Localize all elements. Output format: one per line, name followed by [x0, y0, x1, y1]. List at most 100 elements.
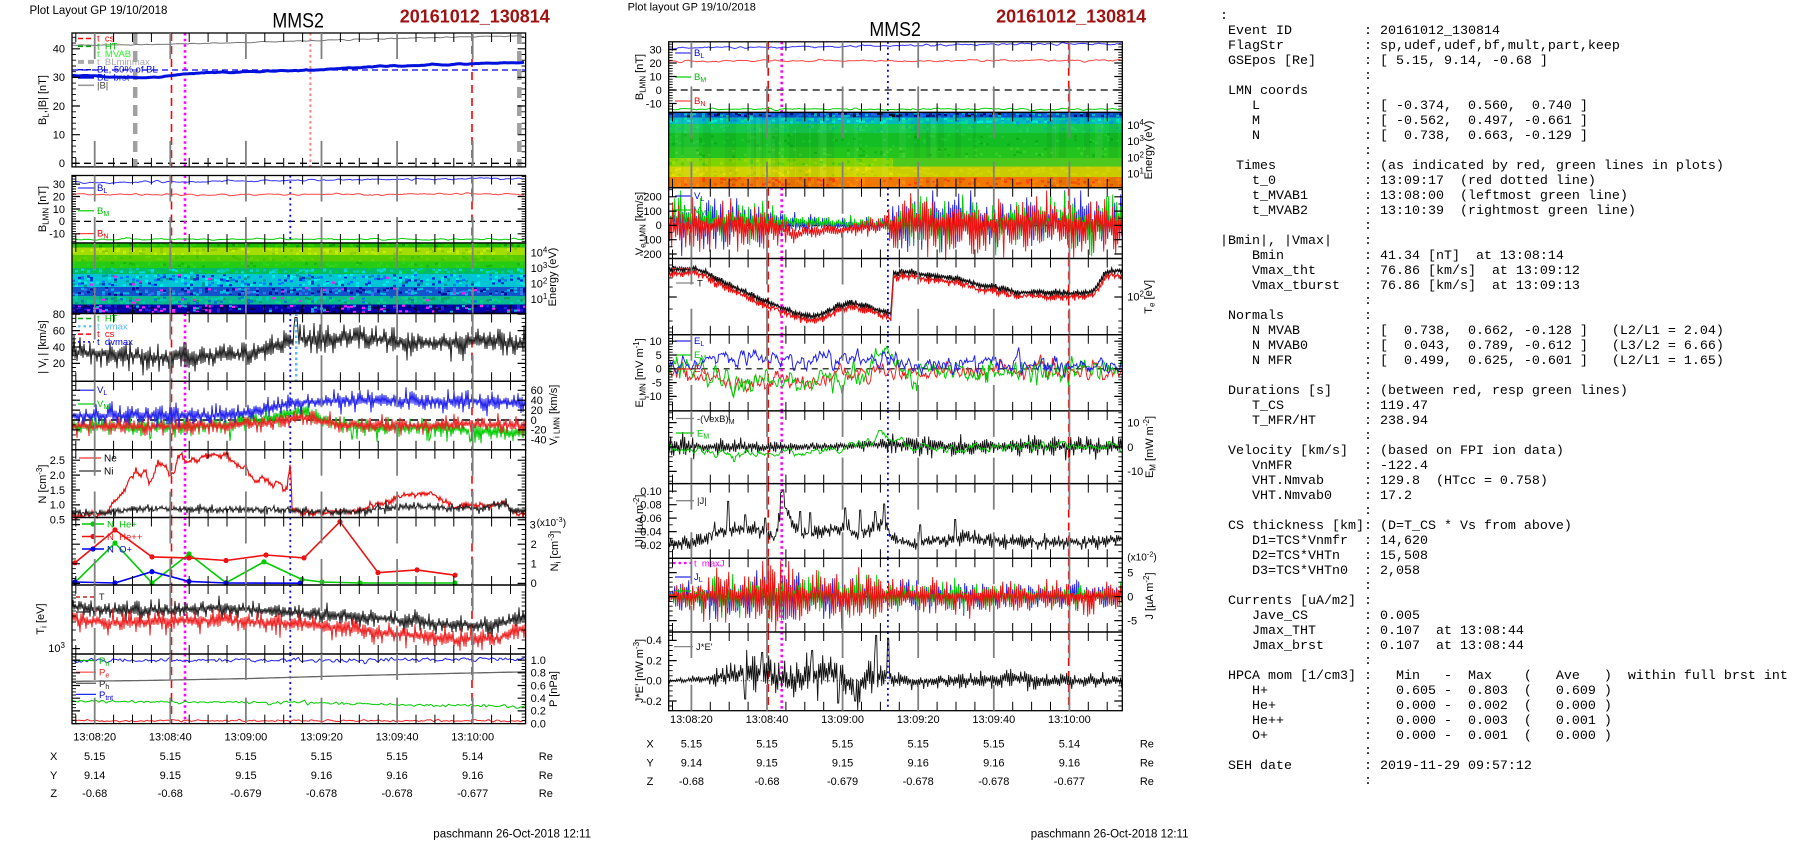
svg-text:-0.679: -0.679	[230, 788, 261, 800]
svg-text:5.15: 5.15	[907, 739, 928, 751]
svg-text:20: 20	[53, 191, 65, 203]
svg-text:paschmann 26-Oct-2018 12:11: paschmann 26-Oct-2018 12:11	[433, 829, 591, 841]
svg-text:20161012_130814: 20161012_130814	[400, 7, 550, 27]
svg-text:13:09:20: 13:09:20	[897, 714, 940, 726]
svg-text:J*E': J*E'	[696, 642, 713, 653]
svg-text:13:08:40: 13:08:40	[746, 714, 789, 726]
svg-text:0: 0	[1127, 591, 1133, 603]
svg-text:Plot layout GP 19/10/2018: Plot layout GP 19/10/2018	[628, 2, 756, 14]
svg-text:Re: Re	[539, 770, 553, 782]
svg-text:10: 10	[1127, 417, 1139, 429]
svg-text:-20: -20	[531, 425, 547, 437]
svg-text:MMS2: MMS2	[272, 10, 324, 33]
svg-text:-0.679: -0.679	[827, 776, 858, 788]
svg-text:| Vi | [km/s]: | Vi | [km/s]	[37, 320, 51, 373]
svg-text:Re: Re	[539, 751, 553, 763]
svg-text:100: 100	[643, 206, 661, 218]
svg-text:9.14: 9.14	[84, 770, 105, 782]
svg-text:101: 101	[1127, 167, 1144, 181]
svg-text:0: 0	[656, 364, 662, 376]
svg-text:EN: EN	[694, 364, 705, 376]
svg-text:9.16: 9.16	[983, 757, 1004, 769]
svg-text:20: 20	[649, 58, 661, 70]
svg-text:13:09:00: 13:09:00	[821, 714, 864, 726]
svg-text:103: 103	[531, 261, 548, 275]
svg-text:102: 102	[1127, 290, 1144, 304]
svg-text:-0.678: -0.678	[978, 776, 1009, 788]
svg-text:-0.678: -0.678	[903, 776, 934, 788]
svg-text:0.2: 0.2	[531, 706, 546, 718]
svg-text:0.10: 0.10	[640, 486, 661, 498]
svg-text:2.0: 2.0	[50, 470, 65, 482]
svg-text:t dvmax: t dvmax	[97, 337, 133, 348]
svg-text:BLMN [nT]: BLMN [nT]	[37, 186, 51, 232]
svg-text:0: 0	[656, 220, 662, 232]
svg-text:Z: Z	[647, 776, 654, 788]
svg-text:5.15: 5.15	[756, 739, 777, 751]
svg-text:Ni [cm-3]: Ni [cm-3]	[547, 531, 563, 572]
svg-text:10: 10	[649, 336, 661, 348]
svg-text:Ptnt: Ptnt	[99, 690, 113, 702]
svg-text:200: 200	[643, 192, 661, 204]
svg-text:-40: -40	[531, 435, 547, 447]
svg-text:0.4: 0.4	[646, 635, 661, 647]
svg-text:5.15: 5.15	[84, 751, 105, 763]
svg-text:Ti [eV]: Ti [eV]	[35, 603, 49, 634]
svg-text:t MVAB: t MVAB	[97, 49, 131, 60]
svg-text:0.02: 0.02	[640, 540, 661, 552]
svg-text:10: 10	[53, 130, 65, 142]
svg-text:|J|: |J|	[697, 496, 707, 507]
svg-text:2.5: 2.5	[50, 455, 65, 467]
svg-text:9.16: 9.16	[907, 757, 928, 769]
svg-text:VM: VM	[694, 205, 706, 217]
svg-text:|B|: |B|	[97, 80, 108, 91]
svg-text:BLMN [nT]: BLMN [nT]	[634, 54, 648, 100]
svg-text:20: 20	[531, 405, 543, 417]
svg-text:VL: VL	[97, 385, 107, 397]
svg-text:VL: VL	[694, 191, 704, 203]
svg-text:t HT: t HT	[97, 314, 118, 325]
svg-text:BN: BN	[97, 229, 108, 241]
svg-text:-0.68: -0.68	[754, 776, 779, 788]
svg-text:101: 101	[531, 292, 548, 306]
svg-text:5.15: 5.15	[832, 739, 853, 751]
svg-text:VM: VM	[97, 399, 109, 411]
svg-text:paschmann 26-Oct-2018 12:11: paschmann 26-Oct-2018 12:11	[1031, 829, 1189, 841]
svg-text:X: X	[50, 751, 58, 763]
svg-text:20: 20	[53, 358, 65, 370]
svg-text:0: 0	[59, 216, 65, 228]
svg-text:0: 0	[59, 158, 65, 170]
svg-text:103: 103	[1127, 134, 1144, 148]
svg-text:9.15: 9.15	[756, 757, 777, 769]
svg-text:9.16: 9.16	[462, 770, 483, 782]
svg-text:5.14: 5.14	[1059, 739, 1080, 751]
svg-text:0: 0	[656, 85, 662, 97]
svg-text:(x10-3): (x10-3)	[537, 515, 566, 529]
svg-text:T: T	[697, 279, 703, 290]
svg-text:EM: EM	[697, 429, 709, 441]
svg-text:Plot Layout GP 19/10/2018: Plot Layout GP 19/10/2018	[30, 5, 168, 17]
svg-text:N He++: N He++	[107, 532, 143, 543]
svg-text:Re: Re	[1140, 757, 1154, 769]
svg-text:-200: -200	[640, 249, 662, 261]
svg-text:30: 30	[649, 44, 661, 56]
svg-text:-0.677: -0.677	[1054, 776, 1085, 788]
svg-text:20161012_130814: 20161012_130814	[996, 7, 1146, 27]
svg-text:ELMN [mV m-1]: ELMN [mV m-1]	[632, 338, 648, 407]
svg-text:Ve LMN [km/s]: Ve LMN [km/s]	[634, 192, 648, 255]
svg-text:-5: -5	[1127, 615, 1137, 627]
svg-text:Energy (eV): Energy (eV)	[547, 248, 559, 307]
svg-text:30: 30	[53, 72, 65, 84]
svg-text:9.15: 9.15	[235, 770, 256, 782]
svg-text:Ne: Ne	[104, 454, 117, 465]
svg-text:JL: JL	[694, 572, 703, 584]
svg-text:Energy (eV): Energy (eV)	[1143, 121, 1155, 180]
svg-text:9.16: 9.16	[311, 770, 332, 782]
svg-text:102: 102	[531, 276, 548, 290]
svg-text:Z: Z	[50, 788, 57, 800]
svg-text:Te [eV]: Te [eV]	[1143, 280, 1157, 314]
svg-text:EM [mW m-2]: EM [mW m-2]	[1142, 416, 1158, 478]
svg-text:BM: BM	[694, 72, 706, 84]
svg-text:-10: -10	[49, 229, 65, 241]
svg-text:BL,|B| [nT]: BL,|B| [nT]	[37, 75, 51, 125]
